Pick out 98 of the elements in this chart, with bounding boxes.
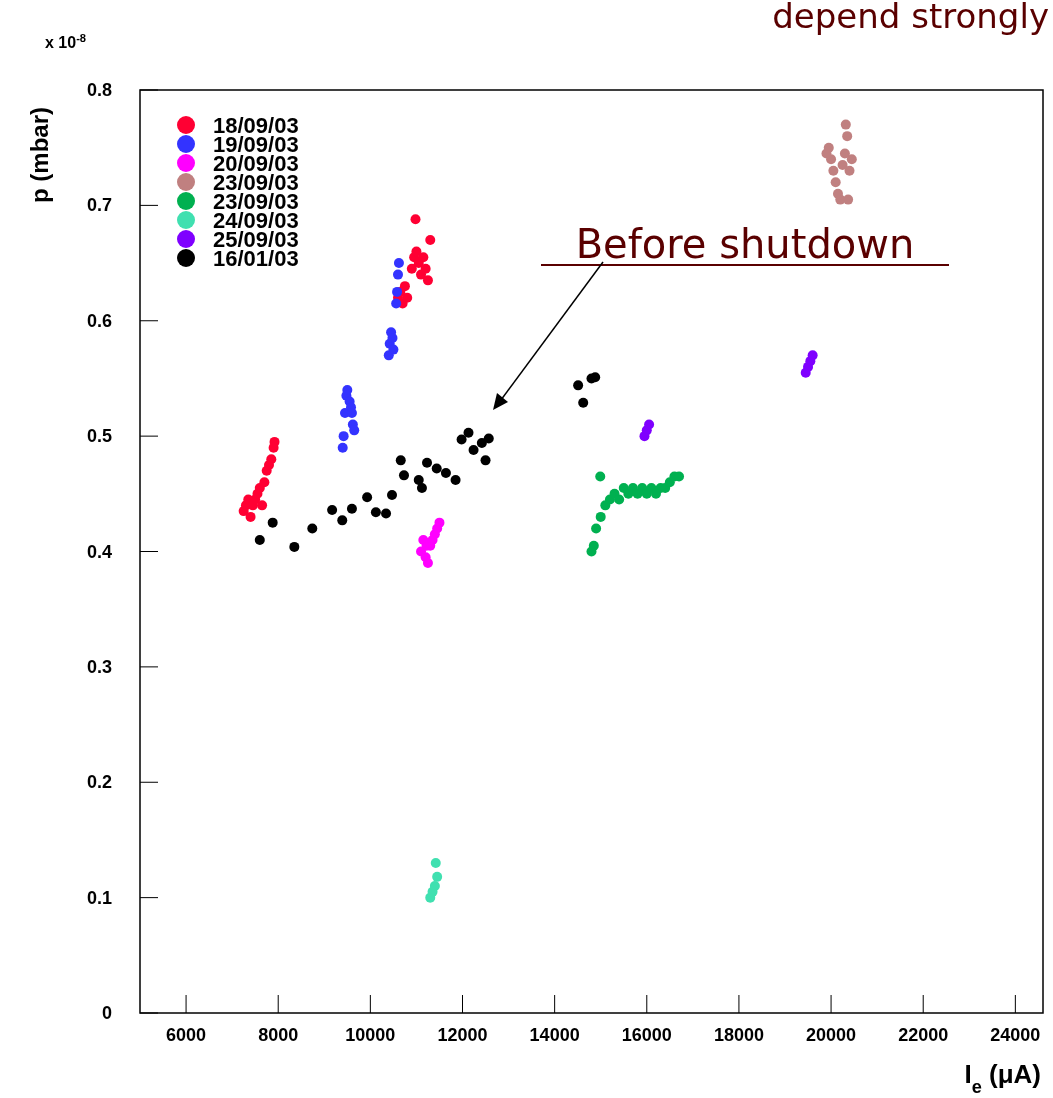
x-tick-label: 18000 <box>713 1025 764 1045</box>
point <box>362 492 373 503</box>
point <box>349 425 360 436</box>
point <box>387 489 398 500</box>
point <box>468 444 479 455</box>
y-tick-label: 0.2 <box>86 772 112 793</box>
point <box>839 148 850 159</box>
x-tick-label: 6000 <box>166 1025 207 1045</box>
point <box>289 541 300 552</box>
point <box>422 275 433 286</box>
y-tick-label: 0.5 <box>86 426 112 447</box>
x-tick-label: 12000 <box>437 1025 488 1045</box>
point <box>245 511 256 522</box>
x-tick-label: 10000 <box>345 1025 396 1045</box>
point <box>440 468 451 479</box>
point <box>476 438 487 449</box>
point <box>418 252 429 263</box>
point <box>425 234 436 245</box>
point <box>342 384 353 395</box>
point <box>590 372 601 383</box>
point <box>644 419 655 430</box>
point <box>842 131 853 142</box>
point <box>823 142 834 153</box>
x-axis-title: I$_{e}$ (μA) <box>964 1059 1041 1097</box>
point <box>432 871 443 882</box>
point <box>307 523 318 534</box>
y-tick-label: 0.4 <box>86 541 112 562</box>
point <box>429 881 440 892</box>
point <box>578 397 589 408</box>
point <box>483 433 494 444</box>
point <box>595 511 606 522</box>
point <box>406 263 417 274</box>
y-tick-label: 0 <box>101 1003 112 1023</box>
point <box>346 503 357 514</box>
point <box>402 292 413 303</box>
point <box>591 523 602 534</box>
y-tick-label: 0.1 <box>86 887 112 908</box>
point <box>413 474 424 485</box>
point <box>434 517 445 528</box>
point <box>327 504 338 515</box>
point <box>393 258 404 269</box>
point <box>337 515 348 526</box>
point <box>337 442 348 453</box>
point <box>370 507 381 518</box>
point <box>830 177 841 188</box>
y-tick-label: 0.6 <box>86 310 112 331</box>
point <box>398 470 409 481</box>
point <box>431 463 442 474</box>
point <box>399 281 410 292</box>
x-tick-label: 8000 <box>258 1025 299 1045</box>
point <box>826 154 837 165</box>
x-tick-label: 20000 <box>806 1025 857 1045</box>
y-tick-label: 0.7 <box>86 195 112 216</box>
point <box>420 263 431 274</box>
x-tick-label: 14000 <box>529 1025 580 1045</box>
point <box>614 494 625 505</box>
y-tick-label: 0.3 <box>86 656 112 677</box>
point <box>269 436 280 447</box>
point <box>844 165 855 176</box>
point <box>450 474 461 485</box>
chart-title: depend strongly <box>772 0 1049 36</box>
point <box>387 333 398 344</box>
point <box>573 380 584 391</box>
point <box>588 540 599 551</box>
x-tick-label: 16000 <box>621 1025 672 1045</box>
point <box>422 457 433 468</box>
point <box>807 350 818 361</box>
point <box>393 269 403 280</box>
point <box>422 558 433 569</box>
x-tick-label: 24000 <box>990 1025 1041 1045</box>
point <box>338 431 349 442</box>
point <box>257 500 268 511</box>
point <box>456 434 467 445</box>
point <box>846 154 857 165</box>
point <box>388 344 399 355</box>
point <box>837 159 848 170</box>
point <box>843 194 854 205</box>
legend-label: 16/01/03 <box>213 246 299 271</box>
point <box>267 517 278 528</box>
point <box>381 508 392 519</box>
point <box>595 471 606 482</box>
point <box>463 427 474 438</box>
point <box>266 454 277 465</box>
x-tick-label: 22000 <box>898 1025 949 1045</box>
point <box>430 858 441 869</box>
y-axis-title: p (mbar) <box>26 107 53 203</box>
point <box>840 119 851 130</box>
point <box>395 455 406 466</box>
point <box>828 165 839 176</box>
point <box>254 534 265 545</box>
annotation: Before shutdown <box>575 221 915 267</box>
point <box>480 455 491 466</box>
y-tick-label: 0.8 <box>86 80 112 100</box>
point <box>410 214 421 225</box>
point <box>416 483 427 494</box>
point <box>259 477 270 488</box>
point <box>391 298 402 309</box>
text: x 10$^{-8}$ <box>45 32 87 51</box>
